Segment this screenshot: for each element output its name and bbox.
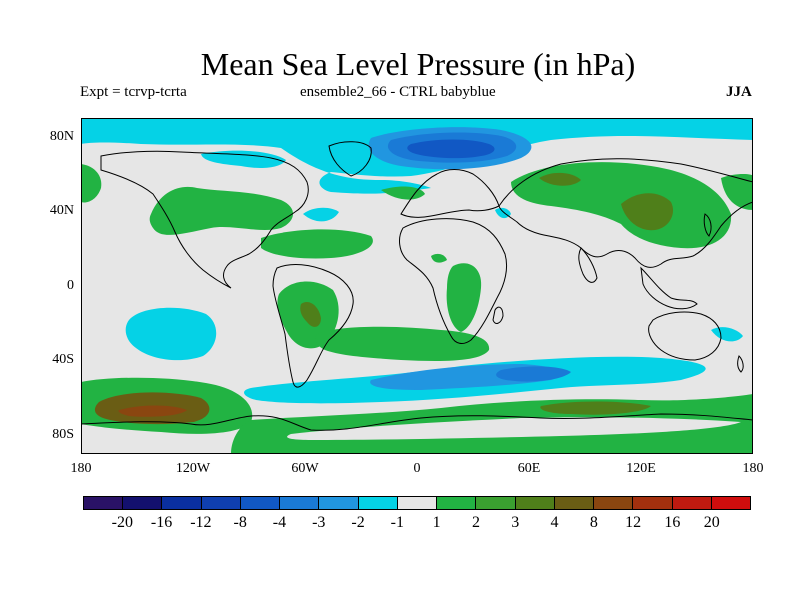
lon-tick-60w: 60W: [291, 461, 319, 476]
contour-atlantic-green: [261, 229, 373, 259]
lon-tick-180w: 180: [70, 461, 92, 476]
contour-sa-darkgreen: [300, 301, 321, 327]
contour-antarctic-pacific-darkgreen-2: [118, 405, 187, 417]
contour-gray-interior: [287, 417, 741, 440]
colorbar-label: 1: [432, 514, 441, 531]
colorbar-swatch: [397, 497, 438, 509]
colorbar-swatch: [240, 497, 281, 509]
colorbar-swatch: [554, 497, 595, 509]
lat-tick-80n: 80N: [49, 129, 74, 144]
season-label: JJA: [726, 84, 752, 100]
map-plot-area: [81, 118, 753, 454]
coastlines: [81, 141, 753, 431]
colorbar-label: 2: [471, 514, 480, 531]
colorbar-swatch: [633, 497, 673, 509]
colorbar-label: -20: [111, 514, 133, 531]
contour-north-atlantic-low-4: [407, 139, 495, 159]
colorbar-swatch: [515, 497, 555, 509]
map-svg: [81, 118, 753, 454]
colorbar-swatch: [162, 497, 202, 509]
colorbar-label: -12: [190, 514, 212, 531]
colorbar-label: 12: [625, 514, 642, 531]
contour-siberia-darkgreen: [539, 172, 581, 186]
contour-south-atlantic-green: [315, 326, 490, 361]
colorbar-swatch: [319, 497, 359, 509]
contour-east-edge-green: [721, 174, 753, 210]
lat-tick-40s: 40S: [52, 352, 74, 367]
colorbar-label: 4: [550, 514, 559, 531]
colorbar-swatch: [711, 497, 750, 509]
coast-asia: [498, 158, 753, 268]
colorbar-swatch: [84, 497, 124, 509]
colorbar-label: -1: [390, 514, 404, 531]
colorbar-swatch: [280, 497, 320, 509]
contour-west-green: [81, 164, 102, 203]
contour-eurasia-darkgreen: [621, 193, 674, 231]
colorbar-label: 16: [664, 514, 681, 531]
lat-tick-80s: 80S: [52, 427, 74, 442]
contour-australia-cyan: [711, 327, 743, 342]
lon-tick-60e: 60E: [517, 461, 541, 476]
chart-title: Mean Sea Level Pressure (in hPa): [200, 46, 636, 82]
contour-north-pacific-cyan: [201, 150, 286, 168]
lat-tick-0: 0: [67, 278, 74, 293]
contour-south-pacific-cyan: [125, 307, 217, 361]
colorbar-label: -4: [272, 514, 287, 531]
colorbar-swatch: [437, 497, 477, 509]
contour-africa-small-green: [431, 253, 447, 263]
colorbar-swatch: [123, 497, 163, 509]
ensemble-label: ensemble2_66 - CTRL babyblue: [300, 84, 496, 100]
coast-madagascar: [492, 306, 504, 324]
contour-africa-green: [446, 263, 482, 332]
colorbar-swatch: [594, 497, 634, 509]
lon-tick-180e: 180: [742, 461, 764, 476]
lon-tick-120w: 120W: [175, 461, 211, 476]
coast-antarctica: [81, 413, 753, 431]
colorbar-label: -2: [351, 514, 365, 531]
coast-new-zealand: [737, 355, 744, 373]
colorbar-label: -3: [312, 514, 326, 531]
colorbar-swatch: [201, 497, 241, 509]
lon-tick-0: 0: [413, 461, 421, 476]
coast-southeast-asia: [640, 266, 698, 310]
colorbar-label: -16: [150, 514, 173, 531]
contour-antarctic-indian-darkgreen: [540, 401, 651, 415]
coast-australia: [648, 311, 722, 361]
colorbar-swatch: [358, 497, 398, 509]
colorbar: [83, 496, 751, 510]
colorbar-label: 20: [703, 514, 720, 531]
experiment-label: Expt = tcrvp-tcrta: [80, 84, 187, 100]
lat-tick-40n: 40N: [49, 203, 74, 218]
colorbar-swatch: [476, 497, 516, 509]
coast-greenland: [328, 141, 372, 177]
contour-na-green: [149, 186, 294, 235]
colorbar-label: 3: [511, 514, 520, 531]
contour-med-cyan: [495, 207, 511, 219]
contour-atlantic-cyan: [303, 207, 339, 222]
contour-southern-ocean-cyan-3: [496, 366, 571, 382]
colorbar-label: -8: [233, 514, 247, 531]
colorbar-label: 8: [589, 514, 598, 531]
coast-north-america: [100, 150, 309, 289]
coast-south-america: [272, 264, 354, 388]
lon-tick-120e: 120E: [626, 461, 656, 476]
contour-na-small-green: [381, 186, 425, 200]
coast-japan: [703, 213, 712, 237]
coast-india: [578, 247, 598, 283]
colorbar-swatch: [672, 497, 712, 509]
coast-africa: [399, 218, 508, 344]
